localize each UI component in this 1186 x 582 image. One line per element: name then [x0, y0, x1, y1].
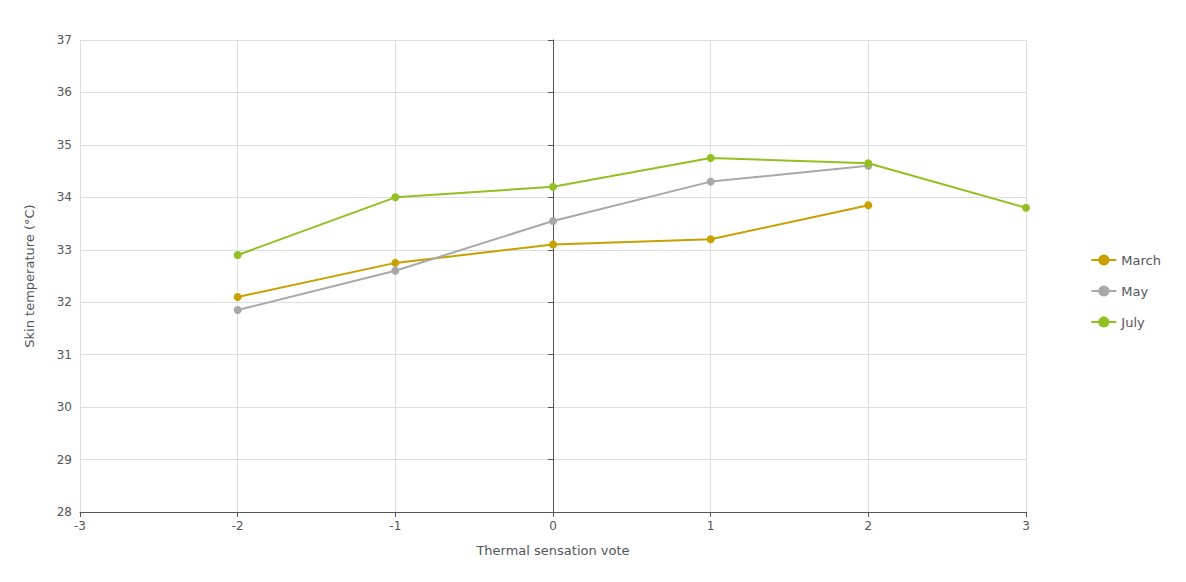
svg-text:Thermal sensation vote: Thermal sensation vote [475, 543, 629, 558]
svg-text:0: 0 [549, 519, 557, 533]
svg-text:28: 28 [57, 505, 72, 519]
svg-text:2: 2 [865, 519, 873, 533]
svg-text:36: 36 [57, 85, 72, 99]
svg-text:29: 29 [57, 453, 72, 467]
svg-text:31: 31 [57, 348, 72, 362]
svg-text:35: 35 [57, 138, 72, 152]
svg-text:-1: -1 [389, 519, 401, 533]
svg-text:33: 33 [57, 243, 72, 257]
svg-text:3: 3 [1022, 519, 1030, 533]
svg-text:May: May [1121, 284, 1148, 299]
svg-text:37: 37 [57, 33, 72, 47]
svg-text:30: 30 [57, 400, 72, 414]
svg-text:March: March [1121, 253, 1161, 268]
svg-text:32: 32 [57, 295, 72, 309]
svg-text:-3: -3 [74, 519, 86, 533]
svg-text:34: 34 [57, 190, 72, 204]
svg-text:July: July [1120, 315, 1145, 330]
svg-text:1: 1 [707, 519, 715, 533]
svg-text:-2: -2 [232, 519, 244, 533]
svg-text:Skin temperature (°C): Skin temperature (°C) [22, 204, 37, 347]
